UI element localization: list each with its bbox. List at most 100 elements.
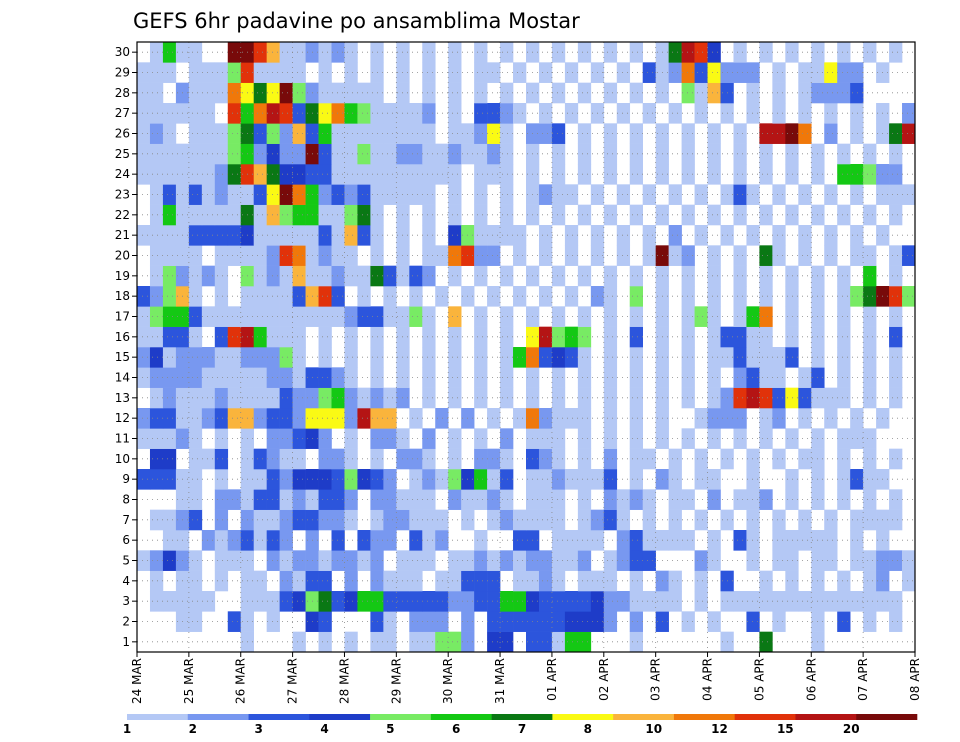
heatmap-cell xyxy=(344,164,358,185)
heatmap-cell xyxy=(551,469,566,490)
heatmap-cell xyxy=(759,286,773,307)
x-tick-label: 27 MAR xyxy=(286,658,300,704)
heatmap-cell xyxy=(448,82,462,104)
heatmap-cell xyxy=(344,631,358,653)
heatmap-cell xyxy=(137,123,151,144)
heatmap-cell xyxy=(318,408,332,429)
heatmap-cell xyxy=(538,286,553,307)
heatmap-cell xyxy=(798,62,812,83)
heatmap-cell xyxy=(551,326,566,348)
heatmap-cell xyxy=(577,123,592,144)
heatmap-cell xyxy=(318,326,332,348)
heatmap-cell xyxy=(149,448,164,470)
colorbar-label: 15 xyxy=(777,722,794,736)
heatmap-cell xyxy=(538,326,553,348)
heatmap-cell xyxy=(863,387,877,409)
colorbar-label: 5 xyxy=(386,722,394,736)
heatmap-cell xyxy=(448,62,462,83)
heatmap-cell xyxy=(318,428,332,449)
heatmap-cell xyxy=(603,408,618,429)
heatmap-cell xyxy=(331,164,345,185)
y-tick-label: 26 xyxy=(115,127,130,141)
heatmap-cell xyxy=(188,204,203,226)
heatmap-cell xyxy=(603,306,618,327)
heatmap-cell xyxy=(577,306,592,327)
heatmap-cell xyxy=(279,286,293,307)
heatmap-cell xyxy=(266,82,280,104)
heatmap-cell xyxy=(707,143,721,165)
heatmap-cell xyxy=(409,591,423,612)
heatmap-cell xyxy=(500,164,514,185)
heatmap-cell xyxy=(902,123,916,144)
heatmap-cell xyxy=(785,347,799,368)
heatmap-cell xyxy=(889,42,903,63)
heatmap-cell xyxy=(474,164,488,185)
heatmap-cell xyxy=(759,367,773,388)
heatmap-cell xyxy=(551,489,566,510)
x-tick-label: 29 MAR xyxy=(389,658,403,704)
heatmap-cell xyxy=(837,326,851,348)
heatmap-cell xyxy=(279,143,293,165)
heatmap-cell xyxy=(746,387,760,409)
heatmap-cell xyxy=(577,408,592,429)
x-tick-label: 24 MAR xyxy=(130,658,144,704)
x-tick-label: 01 APR xyxy=(545,658,559,701)
heatmap-cell xyxy=(798,387,812,409)
heatmap-cell xyxy=(422,489,436,510)
heatmap-cell xyxy=(318,367,332,388)
heatmap-cell xyxy=(409,286,423,307)
heatmap-cell xyxy=(227,611,242,632)
heatmap-cell xyxy=(474,570,488,592)
heatmap-cell xyxy=(564,286,579,307)
heatmap-cell xyxy=(448,265,462,287)
heatmap-cell xyxy=(759,570,773,592)
heatmap-cell xyxy=(253,225,267,246)
heatmap-cell xyxy=(681,62,695,83)
heatmap-cell xyxy=(253,184,267,205)
heatmap-cell xyxy=(772,530,786,551)
heatmap-cell xyxy=(577,387,592,409)
heatmap-cell xyxy=(318,103,332,124)
heatmap-cell xyxy=(279,469,293,490)
heatmap-cell xyxy=(746,611,760,632)
heatmap-cell xyxy=(551,387,566,409)
heatmap-cell xyxy=(162,469,177,490)
colorbar-label: 1 xyxy=(123,722,131,736)
heatmap-cell xyxy=(357,143,371,165)
colorbar-label: 4 xyxy=(320,722,328,736)
heatmap-cell xyxy=(253,245,267,266)
y-axis: 1234567891011121314151617181920212223242… xyxy=(115,45,137,649)
y-tick-label: 7 xyxy=(122,513,130,527)
heatmap-cell xyxy=(500,550,514,571)
heatmap-cell xyxy=(798,123,812,144)
heatmap-cell xyxy=(733,265,747,287)
colorbar-label: 8 xyxy=(584,722,592,736)
heatmap-cell xyxy=(448,326,462,348)
heatmap-cell xyxy=(279,62,293,83)
heatmap-cell xyxy=(214,448,229,470)
heatmap-cell xyxy=(253,530,267,551)
heatmap-cell xyxy=(785,550,799,571)
heatmap-cell xyxy=(707,530,721,551)
heatmap-cell xyxy=(409,570,423,592)
heatmap-cell xyxy=(201,367,216,388)
heatmap-cell xyxy=(629,469,643,490)
heatmap-cell xyxy=(785,164,799,185)
heatmap-cell xyxy=(383,306,397,327)
heatmap-cell xyxy=(681,123,695,144)
heatmap-cell xyxy=(383,469,397,490)
heatmap-cell xyxy=(603,265,618,287)
heatmap-cell xyxy=(850,62,864,83)
heatmap-cell xyxy=(214,550,229,571)
heatmap-cell xyxy=(253,509,267,531)
heatmap-cell xyxy=(577,550,592,571)
colorbar-swatch xyxy=(430,714,492,720)
heatmap-cell xyxy=(344,367,358,388)
heatmap-cell xyxy=(629,611,643,632)
heatmap-cell xyxy=(383,489,397,510)
heatmap-cell xyxy=(889,123,903,144)
heatmap-cell xyxy=(162,326,177,348)
heatmap-cell xyxy=(863,591,877,612)
y-tick-label: 20 xyxy=(115,249,130,263)
heatmap-cell xyxy=(188,509,203,531)
